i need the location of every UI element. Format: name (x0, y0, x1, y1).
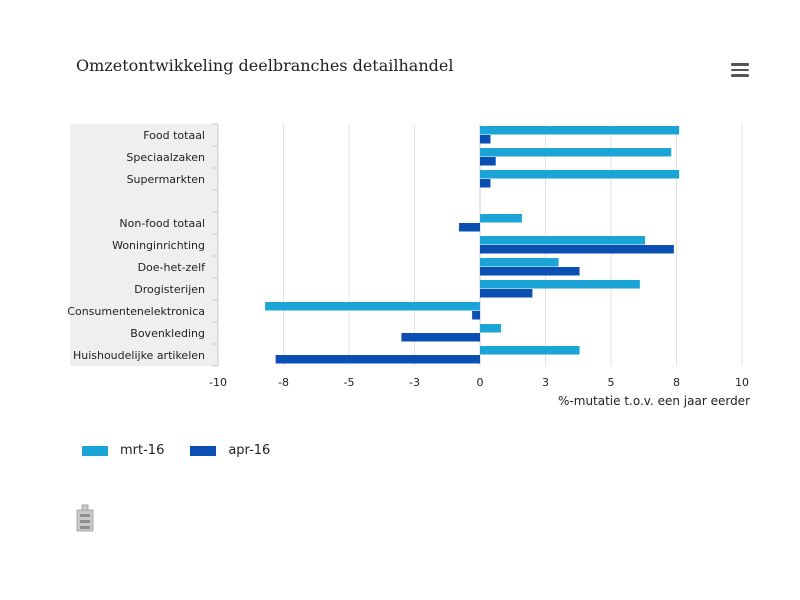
bar-apr-16-9 (401, 333, 480, 342)
bar-apr-16-0 (480, 135, 491, 144)
chart-menu-button[interactable] (731, 63, 749, 77)
x-tick-label-5: 3 (542, 376, 549, 389)
category-label-2: Supermarkten (127, 173, 205, 186)
hamburger-menu-icon (731, 63, 749, 66)
bar-mrt-16-0 (480, 126, 680, 135)
bar-apr-16-8 (472, 311, 480, 320)
legend-swatch-mrt-16 (82, 445, 108, 456)
bar-mrt-16-9 (480, 324, 501, 333)
bar-apr-16-10 (275, 355, 480, 364)
category-label-5: Woninginrichting (112, 239, 205, 252)
legend: mrt-16 apr-16 (82, 443, 270, 458)
bar-mrt-16-6 (480, 258, 559, 267)
legend-item-mrt-16[interactable]: mrt-16 (82, 443, 164, 458)
legend-label-mrt-16: mrt-16 (120, 443, 165, 458)
category-label-1: Speciaalzaken (126, 151, 205, 164)
category-label-6: Doe-het-zelf (138, 261, 207, 274)
category-label-4: Non-food totaal (119, 217, 205, 230)
x-tick-label-1: -8 (278, 376, 289, 389)
bar-apr-16-2 (480, 179, 491, 188)
chart-title: Omzetontwikkeling deelbranches detailhan… (76, 56, 454, 75)
bar-apr-16-6 (480, 267, 580, 276)
x-tick-label-6: 5 (608, 376, 615, 389)
bar-mrt-16-2 (480, 170, 680, 179)
bar-apr-16-1 (480, 157, 496, 166)
bar-mrt-16-10 (480, 346, 580, 355)
category-label-8: Consumentenelektronica (67, 305, 205, 318)
bar-mrt-16-4 (480, 214, 522, 223)
category-axis-panel (70, 124, 218, 366)
bar-mrt-16-7 (480, 280, 640, 289)
bar-apr-16-5 (480, 245, 674, 254)
category-label-0: Food totaal (143, 129, 205, 142)
legend-label-apr-16: apr-16 (228, 443, 271, 458)
bar-mrt-16-5 (480, 236, 646, 245)
x-tick-label-8: 10 (735, 376, 749, 389)
hamburger-line (731, 68, 749, 71)
legend-item-apr-16[interactable]: apr-16 (190, 443, 270, 458)
category-label-10: Huishoudelijke artikelen (73, 349, 205, 362)
x-axis-title: %-mutatie t.o.v. een jaar eerder (558, 394, 750, 408)
bar-apr-16-4 (459, 223, 480, 232)
x-tick-label-4: 0 (477, 376, 484, 389)
x-tick-label-2: -5 (344, 376, 355, 389)
cbs-logo-icon (76, 504, 94, 532)
bar-mrt-16-8 (265, 302, 480, 311)
category-label-9: Bovenkleding (130, 327, 205, 340)
category-label-7: Drogisterijen (134, 283, 205, 296)
bar-apr-16-7 (480, 289, 533, 298)
x-tick-label-0: -10 (209, 376, 227, 389)
hamburger-line (731, 74, 749, 77)
legend-swatch-apr-16 (190, 445, 217, 456)
x-tick-label-3: -3 (409, 376, 420, 389)
bar-mrt-16-1 (480, 148, 672, 157)
x-tick-label-7: 8 (673, 376, 680, 389)
